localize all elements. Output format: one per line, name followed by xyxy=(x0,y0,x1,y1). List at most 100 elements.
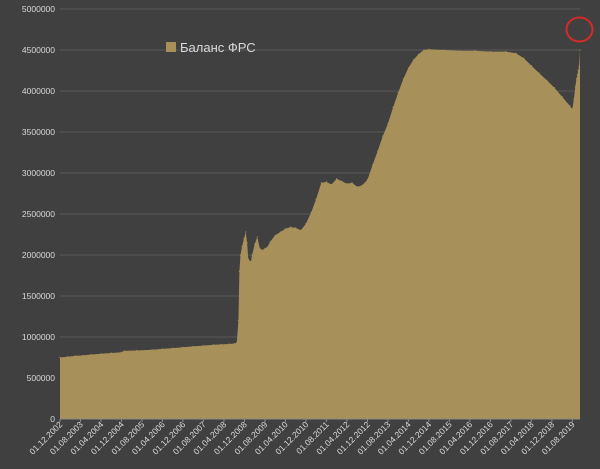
data-point xyxy=(192,345,194,347)
legend: Баланс ФРС xyxy=(166,40,256,55)
data-point xyxy=(397,92,399,94)
data-point xyxy=(182,346,184,348)
data-point xyxy=(238,270,240,272)
data-point xyxy=(553,87,556,89)
data-point xyxy=(418,53,420,55)
data-point xyxy=(264,247,266,249)
data-point xyxy=(428,48,430,50)
data-point xyxy=(213,344,215,346)
data-point xyxy=(346,183,348,185)
data-point xyxy=(295,227,297,229)
data-point xyxy=(136,349,138,352)
data-point xyxy=(523,57,525,59)
data-point xyxy=(289,226,292,228)
y-tick-label: 5000000 xyxy=(22,4,55,14)
data-point xyxy=(120,351,123,353)
data-point xyxy=(237,320,239,322)
data-point xyxy=(279,231,281,233)
y-tick-label: 500000 xyxy=(27,373,56,383)
data-point xyxy=(577,69,579,72)
legend-swatch xyxy=(166,42,176,52)
y-tick-label: 1500000 xyxy=(22,291,55,301)
data-point xyxy=(220,343,222,345)
data-point xyxy=(310,211,312,213)
data-point xyxy=(423,49,425,51)
data-point xyxy=(259,247,261,249)
data-point xyxy=(123,350,125,352)
data-point xyxy=(341,180,343,182)
y-tick-label: 2000000 xyxy=(22,250,55,260)
data-point xyxy=(100,353,102,355)
legend-label: Баланс ФРС xyxy=(180,40,256,55)
data-point xyxy=(228,343,230,345)
data-point xyxy=(382,135,384,137)
data-point xyxy=(274,234,276,236)
data-point xyxy=(459,50,461,52)
data-point xyxy=(67,356,69,358)
data-point xyxy=(474,50,476,52)
data-point xyxy=(239,254,242,256)
data-point xyxy=(387,123,389,125)
data-point xyxy=(402,78,404,80)
data-point xyxy=(172,347,174,349)
y-tick-label: 4500000 xyxy=(22,45,55,55)
data-point xyxy=(538,72,540,74)
data-point xyxy=(315,198,317,200)
data-point xyxy=(574,86,576,88)
data-point xyxy=(579,49,581,51)
data-point xyxy=(90,354,92,356)
data-point xyxy=(412,59,415,61)
data-point xyxy=(256,236,258,238)
data-point xyxy=(82,354,84,356)
y-tick-label: 3500000 xyxy=(22,127,55,137)
data-point xyxy=(267,246,269,248)
data-point xyxy=(110,352,112,354)
data-point xyxy=(372,164,374,166)
data-point xyxy=(366,179,369,181)
y-tick-label: 0 xyxy=(50,414,55,424)
data-point xyxy=(330,183,333,186)
data-point xyxy=(261,249,263,251)
data-point xyxy=(407,67,409,69)
highlight-circle xyxy=(565,16,594,43)
data-point xyxy=(392,106,394,108)
y-tick-label: 2500000 xyxy=(22,209,55,219)
data-point xyxy=(246,242,248,244)
data-point xyxy=(356,186,358,188)
y-tick-label: 1000000 xyxy=(22,332,55,342)
data-point xyxy=(269,241,271,243)
data-point xyxy=(530,65,532,67)
data-point xyxy=(489,51,491,53)
data-point xyxy=(325,181,327,183)
y-tick-label: 3000000 xyxy=(22,168,55,178)
data-point xyxy=(515,52,517,54)
data-point xyxy=(546,79,548,81)
data-point xyxy=(320,182,322,184)
data-point xyxy=(573,98,575,100)
y-axis-ticks: 0 500000 1000000 1500000 2000000 2500000 30000… xyxy=(22,4,55,424)
data-point xyxy=(351,182,353,184)
data-point xyxy=(250,261,252,263)
data-point xyxy=(247,258,249,260)
data-point xyxy=(571,108,573,110)
data-point xyxy=(377,150,379,152)
data-point xyxy=(233,343,235,345)
data-point xyxy=(561,96,563,98)
data-point xyxy=(236,342,238,344)
data-point xyxy=(305,223,307,225)
data-point xyxy=(505,51,507,53)
data-point xyxy=(161,348,163,350)
data-point xyxy=(251,254,253,256)
area-series xyxy=(59,48,581,419)
data-point xyxy=(361,184,363,186)
data-point xyxy=(151,349,153,351)
data-point xyxy=(243,238,245,240)
data-point xyxy=(245,231,247,233)
data-point xyxy=(241,246,243,248)
data-point xyxy=(59,356,61,359)
series-area xyxy=(60,49,580,419)
data-point xyxy=(569,105,571,107)
data-point xyxy=(284,228,286,230)
data-point xyxy=(202,345,204,347)
